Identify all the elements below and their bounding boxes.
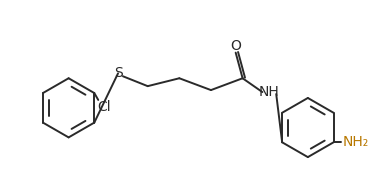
Text: NH: NH [259, 85, 280, 99]
Text: Cl: Cl [97, 100, 111, 114]
Text: O: O [230, 39, 241, 53]
Text: S: S [114, 66, 122, 80]
Text: NH₂: NH₂ [342, 135, 369, 149]
